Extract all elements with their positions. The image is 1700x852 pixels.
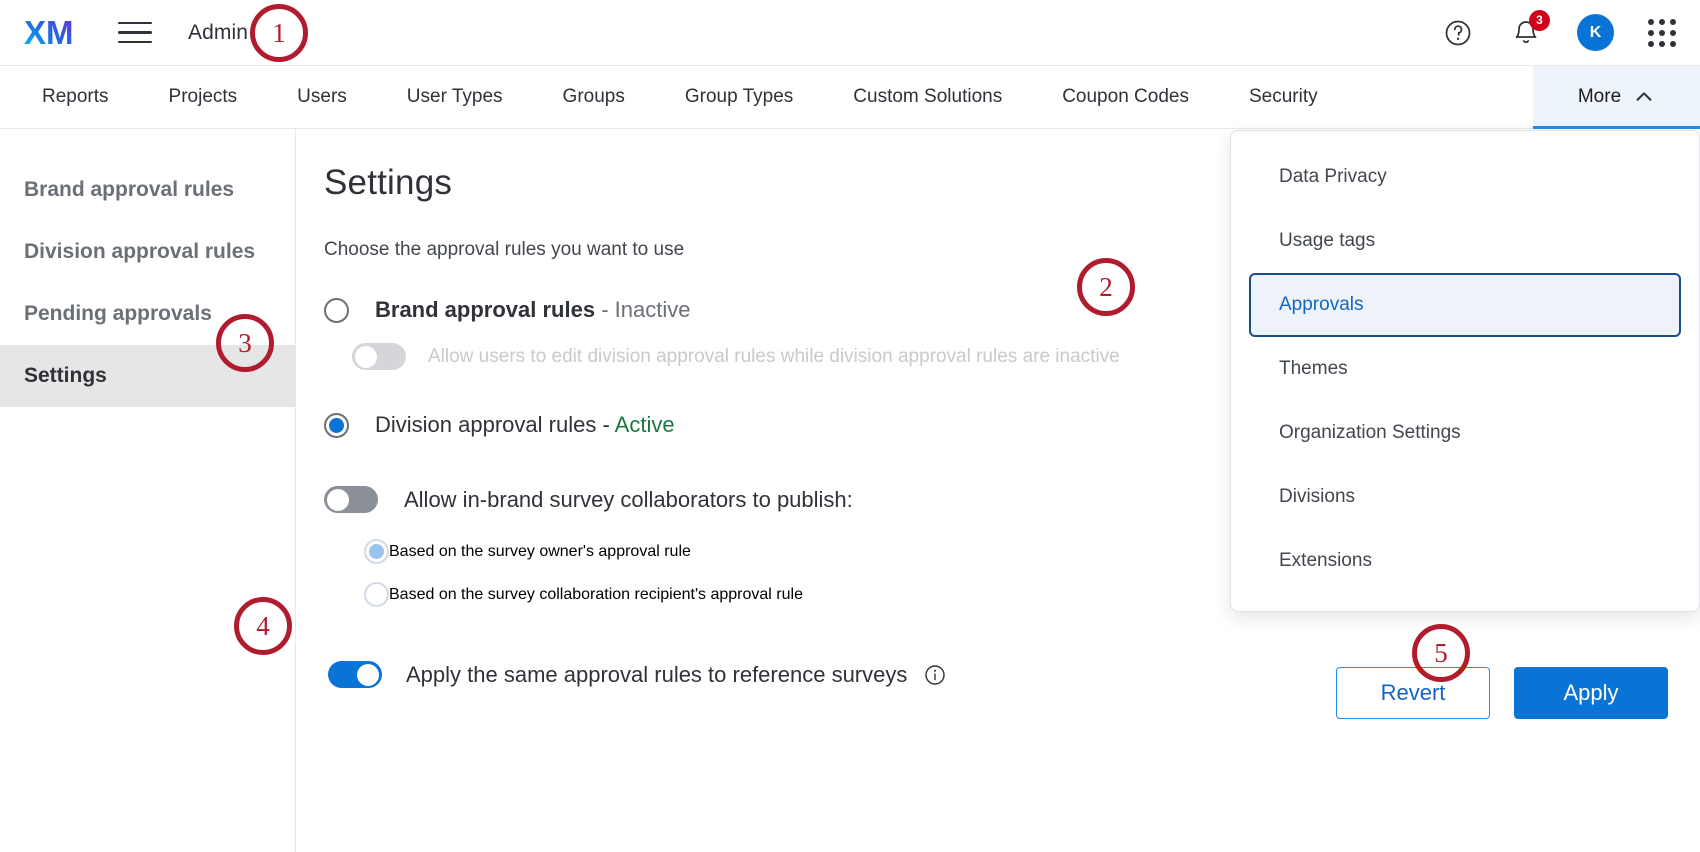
nav-tab-more-label: More	[1577, 86, 1622, 107]
apps-grid-icon[interactable]	[1648, 18, 1676, 47]
collaborators-option-owner-row: Based on the survey owner's approval rul…	[364, 539, 1700, 564]
settings-heading: Settings	[324, 163, 453, 202]
dropdown-item-themes[interactable]: Themes	[1279, 358, 1348, 379]
main-navigation: Reports Projects Users User Types Groups…	[0, 66, 1700, 129]
collaborators-option-recipient-row: Based on the survey collaboration recipi…	[364, 582, 1700, 607]
collaborators-toggle-row: Allow in-brand survey collaborators to p…	[324, 486, 1700, 513]
division-approval-rules-separator: -	[596, 412, 615, 437]
division-approval-rules-name: Division approval rules	[375, 412, 597, 437]
revert-button[interactable]: Revert	[1336, 667, 1490, 719]
division-approval-rules-state: Active	[614, 412, 675, 437]
brand-edit-division-toggle[interactable]	[352, 343, 406, 370]
collaborators-publish-toggle[interactable]	[324, 486, 378, 513]
nav-tab-more[interactable]: More	[1533, 66, 1700, 129]
page-title: Admin	[188, 20, 249, 44]
division-approval-rules-label: Division approval rules - Active	[375, 412, 675, 438]
dropdown-item-data-privacy[interactable]: Data Privacy	[1279, 166, 1387, 187]
help-circle-icon[interactable]	[1441, 16, 1475, 50]
avatar[interactable]: K	[1577, 14, 1614, 51]
sidebar-item-settings[interactable]: Settings	[0, 345, 295, 407]
brand-approval-rules-radio[interactable]	[324, 297, 349, 323]
nav-tab-reports[interactable]: Reports	[42, 86, 109, 107]
nav-tab-groups[interactable]: Groups	[562, 86, 625, 107]
nav-tab-custom-solutions[interactable]: Custom Solutions	[853, 86, 1003, 107]
brand-approval-rules-row: Brand approval rules - Inactive	[324, 297, 1700, 323]
bell-icon[interactable]: 3	[1509, 9, 1550, 50]
brand-sub-toggle-row: Allow users to edit division approval ru…	[352, 343, 1700, 370]
nav-tab-coupon-codes[interactable]: Coupon Codes	[1062, 86, 1189, 107]
dropdown-item-organization-settings[interactable]: Organization Settings	[1279, 422, 1461, 443]
nav-tab-users[interactable]: Users	[297, 86, 347, 107]
dropdown-item-extensions[interactable]: Extensions	[1279, 550, 1372, 571]
svg-text:XM: XM	[24, 14, 74, 51]
hamburger-menu-icon[interactable]	[118, 20, 152, 46]
brand-approval-rules-state: Inactive	[614, 297, 691, 322]
top-bar: XM Admin 3 K	[0, 0, 1700, 66]
main-content: Settings Choose the approval rules you w…	[296, 129, 1700, 852]
sidebar-item-brand-approval-rules[interactable]: Brand approval rules	[24, 178, 235, 201]
collaborators-option-recipient-radio[interactable]	[364, 582, 389, 607]
brand-approval-rules-name: Brand approval rules	[375, 297, 596, 322]
collaborators-option-owner-radio[interactable]	[364, 539, 389, 564]
topbar-actions: 3 K	[1441, 9, 1676, 51]
more-dropdown-menu: Data Privacy Usage tags Approvals Themes…	[1230, 130, 1700, 612]
nav-tab-security[interactable]: Security	[1248, 86, 1318, 107]
reference-surveys-label: Apply the same approval rules to referen…	[406, 661, 908, 687]
settings-subtitle: Choose the approval rules you want to us…	[324, 239, 685, 260]
brand-approval-rules-label: Brand approval rules - Inactive	[375, 297, 690, 323]
division-approval-rules-row: Division approval rules - Active	[324, 412, 1700, 438]
collaborators-option-owner-label: Based on the survey owner's approval rul…	[389, 542, 691, 560]
reference-surveys-row: Apply the same approval rules to referen…	[328, 661, 1700, 688]
info-circle-icon[interactable]	[923, 663, 947, 687]
collaborators-publish-label: Allow in-brand survey collaborators to p…	[404, 486, 853, 512]
nav-spacer	[1348, 66, 1533, 128]
nav-tab-group-types[interactable]: Group Types	[684, 86, 794, 107]
notification-badge: 3	[1529, 9, 1550, 31]
chevron-up-icon	[1633, 86, 1655, 108]
nav-tab-projects[interactable]: Projects	[168, 86, 238, 107]
sidebar-item-division-approval-rules[interactable]: Division approval rules	[24, 240, 256, 263]
nav-tab-user-types[interactable]: User Types	[406, 86, 503, 107]
dropdown-item-approvals[interactable]: Approvals	[1249, 273, 1681, 337]
dropdown-item-divisions[interactable]: Divisions	[1279, 486, 1356, 507]
dropdown-item-usage-tags[interactable]: Usage tags	[1279, 230, 1376, 251]
brand-edit-division-label: Allow users to edit division approval ru…	[428, 345, 1120, 367]
brand-approval-rules-separator: -	[595, 297, 615, 322]
collaborators-option-recipient-label: Based on the survey collaboration recipi…	[389, 585, 803, 603]
reference-surveys-toggle[interactable]	[328, 661, 382, 688]
form-actions: Revert Apply	[1336, 667, 1668, 719]
avatar-initial: K	[1589, 23, 1602, 41]
division-approval-rules-radio[interactable]	[324, 412, 349, 438]
apply-button[interactable]: Apply	[1514, 667, 1668, 719]
settings-sidebar: Brand approval rules Division approval r…	[0, 129, 296, 852]
xm-logo[interactable]: XM	[24, 13, 90, 53]
sidebar-item-pending-approvals[interactable]: Pending approvals	[24, 302, 212, 325]
